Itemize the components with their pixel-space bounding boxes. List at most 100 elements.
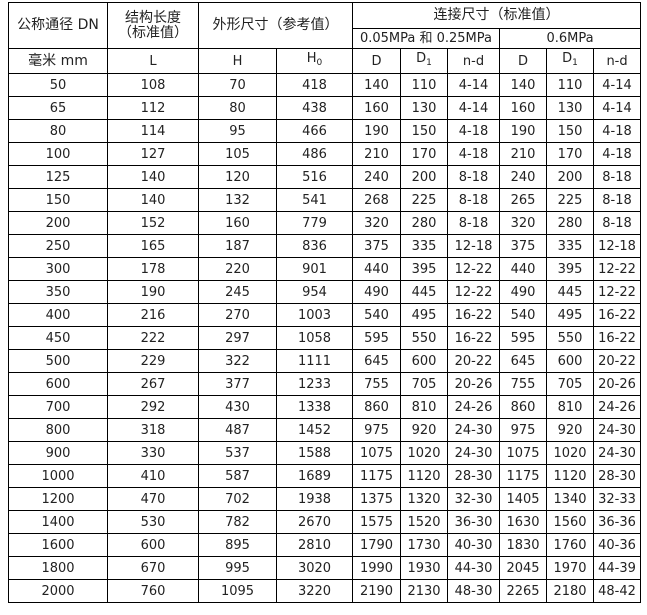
table-cell: 20-22 (447, 349, 500, 373)
table-cell: 150 (546, 119, 594, 143)
table-cell: 225 (546, 188, 594, 212)
table-cell: 200 (400, 165, 448, 189)
table-cell: 20-26 (592, 372, 642, 396)
table-row: 50 108 70 418 140 110 4-14 140 110 4-14 (8, 73, 642, 97)
header-nd-high: n-d (592, 48, 642, 74)
table-cell: 1233 (276, 372, 353, 396)
table-cell: 36-36 (592, 510, 642, 534)
table-row: 65 112 80 438 160 130 4-14 160 130 4-14 (8, 96, 642, 120)
table-cell: 322 (198, 349, 277, 373)
table-cell: 440 (352, 257, 401, 281)
table-cell: 705 (546, 372, 594, 396)
table-cell: 1120 (546, 464, 594, 488)
table-cell: 225 (400, 188, 448, 212)
header-unit: 毫米 mm (8, 48, 108, 74)
table-cell: 705 (400, 372, 448, 396)
table-row: 400 216 270 1003 540 495 16-22 540 495 16-22 (8, 303, 642, 327)
table-cell: 755 (499, 372, 547, 396)
table-cell: 229 (107, 349, 199, 373)
table-cell: 216 (107, 303, 199, 327)
table-cell: 40-36 (592, 533, 642, 557)
table-cell: 4-18 (447, 142, 500, 166)
header-L: L (107, 48, 199, 74)
table-cell: 440 (499, 257, 547, 281)
table-cell: 24-30 (447, 441, 500, 465)
table-cell: 48-42 (592, 579, 642, 603)
table-cell: 450 (8, 326, 108, 350)
table-cell: 2670 (276, 510, 353, 534)
table-cell: 445 (546, 280, 594, 304)
table-cell: 170 (400, 142, 448, 166)
header-H: H (198, 48, 277, 74)
table-cell: 16-22 (592, 326, 642, 350)
table-row: 700 292 430 1338 860 810 24-26 860 810 24-26 (8, 395, 642, 419)
header-dn: 公称通径 DN (8, 2, 108, 49)
table-cell: 495 (546, 303, 594, 327)
table-cell: 2265 (499, 579, 547, 603)
table-cell: 810 (546, 395, 594, 419)
table-row: 600 267 377 1233 755 705 20-26 755 705 20-26 (8, 372, 642, 396)
table-cell: 187 (198, 234, 277, 258)
header-D1-label: D (562, 51, 573, 66)
table-cell: 1990 (352, 556, 401, 580)
table-cell: 105 (198, 142, 277, 166)
table-cell: 2000 (8, 579, 108, 603)
table-cell: 595 (352, 326, 401, 350)
table-cell: 320 (352, 211, 401, 235)
table-cell: 20-22 (592, 349, 642, 373)
table-cell: 375 (352, 234, 401, 258)
table-cell: 28-30 (447, 464, 500, 488)
table-cell: 1175 (499, 464, 547, 488)
table-cell: 8-18 (592, 165, 642, 189)
table-cell: 900 (8, 441, 108, 465)
header-D1-sub: 1 (426, 58, 432, 68)
table-cell: 377 (198, 372, 277, 396)
table-cell: 318 (107, 418, 199, 442)
header-D1-low: D1 (400, 48, 448, 74)
table-cell: 130 (546, 96, 594, 120)
table-cell: 65 (8, 96, 108, 120)
table-row: 300 178 220 901 440 395 12-22 440 395 12-22 (8, 257, 642, 281)
header-outline: 外形尺寸（参考值） (198, 2, 353, 49)
table-cell: 24-30 (592, 418, 642, 442)
table-cell: 836 (276, 234, 353, 258)
table-cell: 140 (107, 188, 199, 212)
table-cell: 430 (198, 395, 277, 419)
table-cell: 901 (276, 257, 353, 281)
table-cell: 3020 (276, 556, 353, 580)
table-cell: 152 (107, 211, 199, 235)
table-cell: 160 (352, 96, 401, 120)
table-cell: 4-18 (447, 119, 500, 143)
header-H0: H0 (276, 48, 353, 74)
table-cell: 587 (198, 464, 277, 488)
table-cell: 190 (352, 119, 401, 143)
table-cell: 240 (352, 165, 401, 189)
table-cell: 600 (8, 372, 108, 396)
table-row: 500 229 322 1111 645 600 20-22 645 600 20-22 (8, 349, 642, 373)
table-cell: 1020 (400, 441, 448, 465)
table-cell: 600 (546, 349, 594, 373)
table-cell: 1003 (276, 303, 353, 327)
table-row: 1600 600 895 2810 1790 1730 40-30 1830 1760 40-36 (8, 533, 642, 557)
table-cell: 270 (198, 303, 277, 327)
table-cell: 418 (276, 73, 353, 97)
table-cell: 975 (352, 418, 401, 442)
table-cell: 8-18 (592, 188, 642, 212)
table-cell: 779 (276, 211, 353, 235)
table-row: 900 330 537 1588 1075 1020 24-30 1075 1020 24-30 (8, 441, 642, 465)
table-cell: 44-30 (447, 556, 500, 580)
table-cell: 40-30 (447, 533, 500, 557)
table-cell: 1760 (546, 533, 594, 557)
table-cell: 100 (8, 142, 108, 166)
table-cell: 782 (198, 510, 277, 534)
table-cell: 200 (546, 165, 594, 189)
table-cell: 4-14 (447, 96, 500, 120)
table-cell: 895 (198, 533, 277, 557)
table-cell: 860 (499, 395, 547, 419)
table-cell: 210 (352, 142, 401, 166)
table-cell: 3220 (276, 579, 353, 603)
table-cell: 300 (8, 257, 108, 281)
table-cell: 2130 (400, 579, 448, 603)
table-cell: 170 (546, 142, 594, 166)
table-cell: 1120 (400, 464, 448, 488)
